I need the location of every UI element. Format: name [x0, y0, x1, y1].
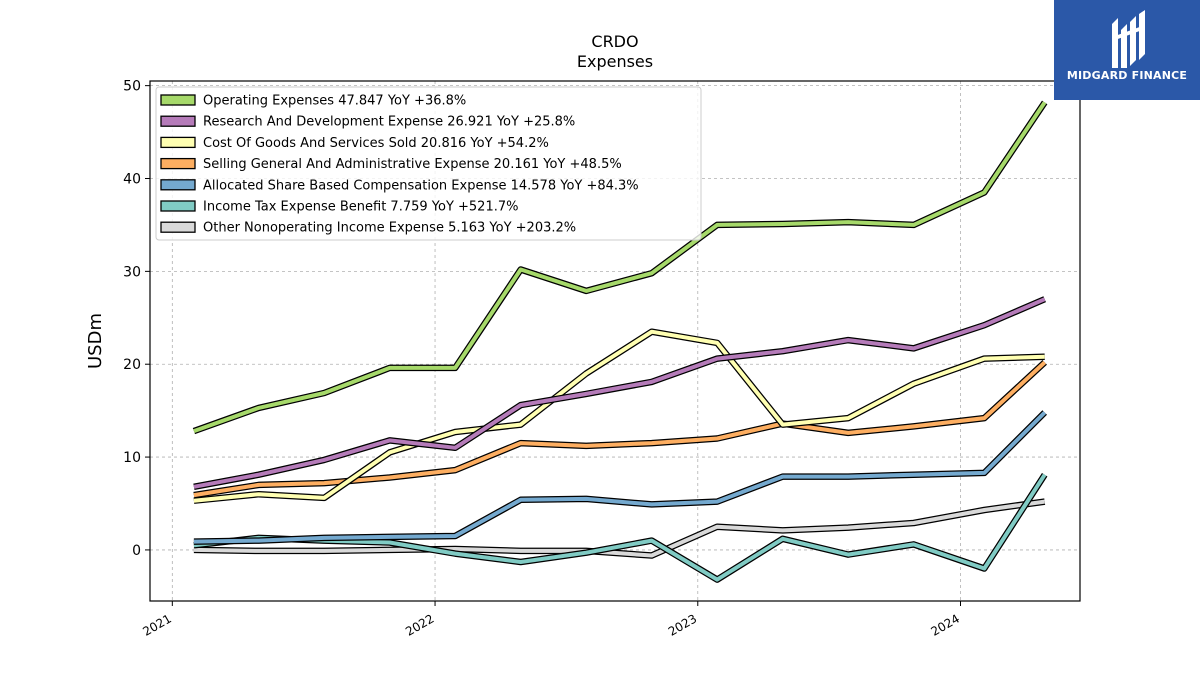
legend-swatch: [160, 200, 196, 212]
plot-frame: [149, 80, 1081, 602]
legend-swatch: [160, 179, 196, 191]
chart-subtitle: Expenses: [577, 52, 653, 71]
legend-swatch: [160, 136, 196, 149]
y-tick-label: 30: [123, 264, 141, 280]
legend-swatch: [160, 221, 196, 233]
y-tick-label: 10: [123, 450, 141, 466]
series-4: [193, 410, 1047, 545]
series-line: [193, 499, 1045, 558]
midgard-logo-icon: [1112, 10, 1145, 68]
series-line: [193, 329, 1045, 503]
legend-entry: Operating Expenses 47.847 YoY +36.8%: [203, 94, 466, 109]
logo-text: MIDGARD FINANCE: [1066, 69, 1188, 82]
y-axis-ticks: 0 10 20 30 40 50: [123, 79, 150, 559]
legend: Operating Expenses 47.847 YoY +36.8% Rese…: [155, 86, 702, 241]
series-1: [193, 296, 1046, 490]
series-line: [193, 411, 1047, 544]
y-tick-label: 50: [123, 79, 141, 95]
series-2: [193, 328, 1045, 504]
legend-swatch: [160, 157, 196, 170]
series-line-outline: [193, 472, 1048, 583]
legend-swatch: [160, 94, 196, 106]
x-tick-label: 2023: [666, 611, 699, 638]
x-tick-label: 2021: [140, 611, 173, 638]
series-line: [193, 473, 1047, 582]
x-tick-label: 2022: [403, 611, 436, 638]
legend-entry: Selling General And Administrative Expen…: [203, 157, 622, 172]
y-axis-label: USDm: [85, 313, 106, 369]
legend-entry: Research And Development Expense 26.921 …: [203, 115, 575, 130]
legend-box: [155, 86, 702, 241]
midgard-finance-logo: MIDGARD FINANCE: [1054, 0, 1200, 100]
y-tick-label: 0: [132, 543, 141, 559]
series-0: [192, 100, 1048, 435]
series-line: [193, 360, 1047, 498]
legend-entry: Cost Of Goods And Services Sold 20.816 Y…: [203, 136, 549, 151]
legend-entry: Income Tax Expense Benefit 7.759 YoY +52…: [203, 200, 518, 215]
x-tick-label: 2024: [929, 611, 962, 638]
series-line: [193, 297, 1046, 489]
y-tick-label: 40: [123, 172, 141, 188]
series-layer: [192, 100, 1048, 583]
legend-entry: Other Nonoperating Income Expense 5.163 …: [203, 221, 576, 236]
legend-entry: Allocated Share Based Compensation Expen…: [203, 178, 639, 193]
series-3: [193, 360, 1047, 499]
series-6: [193, 498, 1046, 559]
series-line: [193, 101, 1047, 433]
legend-swatch: [160, 115, 196, 127]
series-5: [193, 472, 1048, 583]
x-axis-ticks: 2021 2022 2023 2024: [140, 601, 962, 639]
chart-title: CRDO: [591, 32, 638, 51]
y-tick-label: 20: [123, 357, 141, 373]
